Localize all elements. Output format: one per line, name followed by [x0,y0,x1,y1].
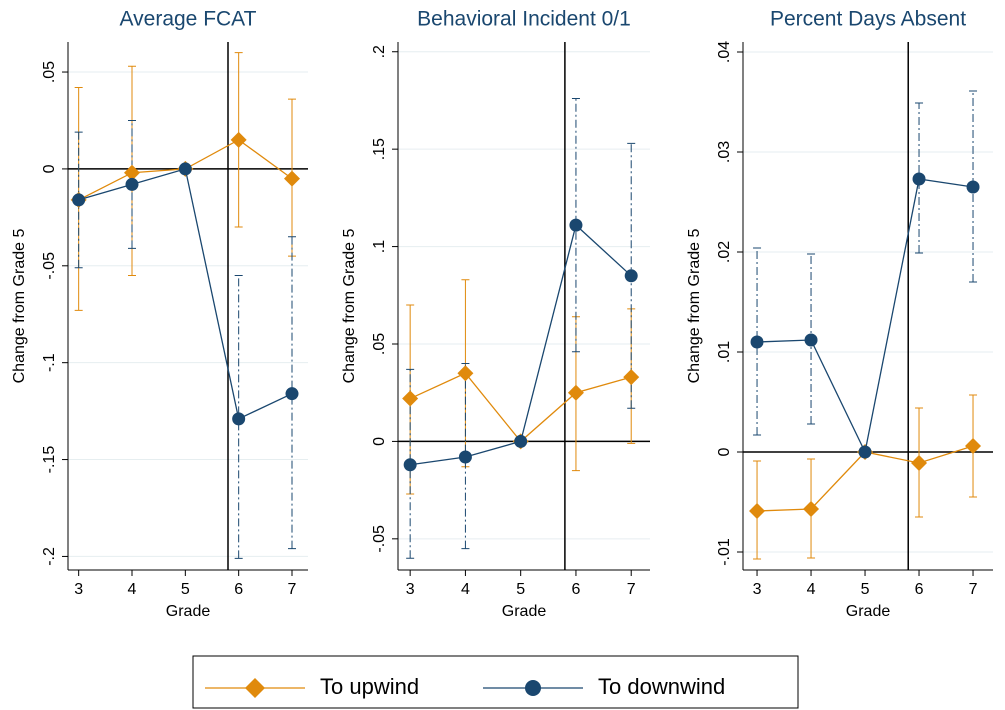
x-tick-label: 7 [627,581,636,598]
legend: To upwind To downwind [192,655,799,709]
y-tick-label: .05 [41,61,58,83]
x-tick-label: 5 [861,581,870,598]
point-marker [232,412,246,426]
point-marker [178,162,192,176]
y-tick-label: -.01 [716,538,733,566]
point-marker [230,131,247,148]
point-marker [403,458,417,472]
x-axis-label: Grade [502,603,547,620]
x-tick-label: 4 [807,581,816,598]
point-marker [858,445,872,459]
x-tick-label: 6 [571,581,580,598]
point-marker [125,177,139,191]
x-axis-label: Grade [166,603,211,620]
point-marker [623,369,640,386]
point-marker [624,269,638,283]
y-tick-label: .03 [716,141,733,163]
x-tick-label: 4 [128,581,137,598]
error-bar [406,368,415,559]
error-bar [128,119,136,249]
point-marker [514,434,528,448]
point-marker [284,170,300,187]
y-tick-label: .02 [716,241,733,263]
point-marker [750,335,764,349]
y-tick-label: .04 [716,41,733,63]
x-tick-label: 4 [461,581,470,598]
x-tick-label: 7 [288,581,297,598]
y-tick-label: -.05 [371,525,388,553]
error-bar [571,98,580,353]
point-marker [912,172,926,186]
point-marker [965,438,982,454]
x-tick-label: 5 [181,581,190,598]
y-tick-label: 0 [371,437,388,446]
y-tick-label: .01 [716,341,733,363]
x-axis-label: Grade [846,603,891,620]
y-tick-label: .2 [371,45,388,58]
point-marker [804,333,818,347]
legend-label: To downwind [598,674,725,699]
error-bar [969,90,978,283]
chart-title: Behavioral Incident 0/1 [417,8,631,31]
y-tick-label: 0 [41,164,58,173]
x-tick-label: 5 [516,581,525,598]
point-marker [124,164,140,181]
y-tick-label: .05 [371,333,388,355]
x-tick-label: 6 [915,581,924,598]
y-tick-label: -.15 [41,446,58,474]
point-marker [285,387,299,401]
x-tick-label: 3 [753,581,762,598]
point-marker [457,365,474,382]
y-axis-label: Change from Grade 5 [341,229,358,384]
legend-label: To upwind [320,674,419,699]
chart-title: Average FCAT [120,8,257,31]
legend-marker [525,680,541,696]
y-axis-label: Change from Grade 5 [686,229,703,384]
x-tick-label: 7 [969,581,978,598]
error-bar [753,247,762,436]
point-marker [749,503,766,519]
legend-box [192,655,799,709]
error-bar [234,274,243,559]
y-tick-label: -.05 [41,252,58,280]
x-tick-label: 6 [234,581,243,598]
x-tick-label: 3 [406,581,415,598]
point-marker [402,390,419,407]
y-tick-label: .1 [371,240,388,253]
point-marker [803,501,820,517]
y-tick-label: 0 [716,447,733,456]
x-tick-label: 3 [74,581,83,598]
point-marker [458,450,472,464]
y-tick-label: -.1 [41,353,58,372]
point-marker [567,384,584,401]
y-tick-label: .15 [371,138,388,160]
point-marker [966,180,980,194]
point-marker [72,193,86,207]
point-marker [569,218,583,232]
y-tick-label: -.2 [41,547,58,566]
chart-title: Percent Days Absent [770,8,966,31]
point-marker [911,455,928,471]
y-axis-label: Change from Grade 5 [11,229,28,384]
legend-marker [245,678,265,698]
